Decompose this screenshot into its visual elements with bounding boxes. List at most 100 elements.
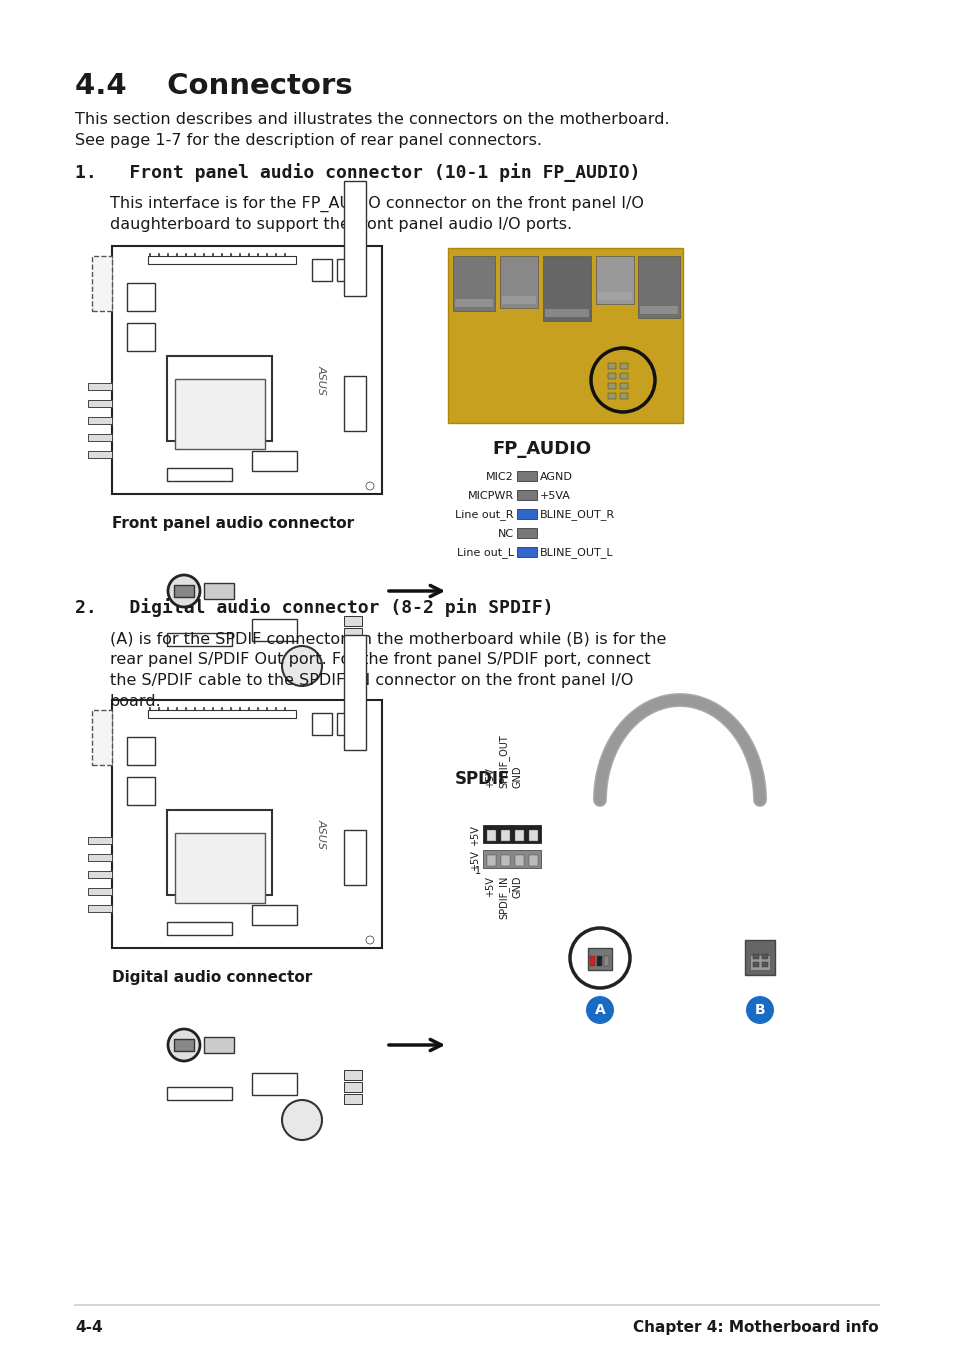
Text: +5VA: +5VA [539, 490, 570, 501]
Bar [312, 259, 332, 281]
Circle shape [282, 646, 322, 686]
Bar [344, 635, 366, 750]
Circle shape [282, 1100, 322, 1140]
Circle shape [366, 482, 374, 490]
Bar [344, 830, 366, 885]
Bar [597, 957, 601, 966]
Bar [761, 962, 767, 967]
Text: 1.   Front panel audio connector (10-1 pin FP_AUDIO): 1. Front panel audio connector (10-1 pin… [75, 163, 639, 182]
Text: 2.   Digital audio connector (8-2 pin SPDIF): 2. Digital audio connector (8-2 pin SPDI… [75, 598, 553, 617]
Bar [486, 830, 496, 842]
Text: GND: GND [513, 875, 522, 898]
Bar [744, 940, 774, 975]
Text: SPDIF_OUT: SPDIF_OUT [498, 734, 509, 788]
Bar [500, 855, 510, 866]
Circle shape [585, 996, 614, 1024]
Bar [167, 467, 232, 481]
Bar [752, 962, 759, 967]
Bar [607, 393, 616, 399]
Bar [88, 417, 112, 424]
Bar [127, 738, 154, 765]
Text: daughterboard to support the front panel audio I/O ports.: daughterboard to support the front panel… [110, 218, 572, 232]
Bar [91, 255, 112, 311]
Text: Front panel audio connector: Front panel audio connector [112, 516, 354, 531]
Bar [517, 471, 537, 481]
Bar [88, 434, 112, 440]
Bar [127, 323, 154, 351]
Bar [619, 393, 627, 399]
Bar [344, 1082, 361, 1092]
Bar [761, 954, 767, 959]
Bar [167, 634, 232, 646]
Text: Digital audio connector: Digital audio connector [112, 970, 312, 985]
Bar [529, 855, 537, 866]
Bar [88, 854, 112, 861]
Bar [173, 585, 193, 597]
Bar [515, 830, 523, 842]
Bar [167, 1088, 232, 1100]
Bar [344, 640, 361, 650]
Bar [638, 255, 679, 317]
Bar [112, 700, 381, 948]
Bar [607, 373, 616, 380]
Text: MIC2: MIC2 [486, 471, 514, 482]
Bar [453, 255, 495, 311]
Text: NC: NC [497, 530, 514, 539]
Bar [344, 1070, 361, 1079]
Bar [167, 921, 232, 935]
Bar [482, 825, 540, 843]
Circle shape [366, 936, 374, 944]
Bar [252, 451, 296, 471]
Text: AGND: AGND [539, 471, 572, 482]
Bar [204, 584, 233, 598]
Bar [312, 713, 332, 735]
Bar [619, 382, 627, 389]
Text: This interface is for the FP_AUDIO connector on the front panel I/O: This interface is for the FP_AUDIO conne… [110, 196, 643, 212]
Bar [448, 249, 682, 423]
Bar [448, 249, 682, 423]
Bar [344, 616, 361, 626]
Bar [752, 954, 759, 959]
Circle shape [168, 1029, 200, 1061]
Bar [639, 305, 678, 313]
Text: 1: 1 [475, 866, 480, 875]
Text: +5V: +5V [484, 875, 495, 897]
Text: SPDIF_IN: SPDIF_IN [498, 875, 509, 920]
Bar [174, 380, 265, 449]
Text: GND: GND [513, 766, 522, 788]
Bar [517, 490, 537, 500]
Text: +5V: +5V [470, 851, 479, 871]
Bar [88, 451, 112, 458]
Bar [499, 255, 537, 308]
Bar [515, 855, 523, 866]
Bar [88, 905, 112, 912]
Bar [344, 181, 366, 296]
Text: A: A [594, 1002, 605, 1017]
Bar [749, 955, 769, 970]
Text: BLINE_OUT_R: BLINE_OUT_R [539, 509, 615, 520]
Bar [544, 309, 588, 317]
Bar [167, 357, 272, 440]
Bar [88, 400, 112, 407]
Bar [127, 777, 154, 805]
Bar [486, 855, 496, 866]
Text: BLINE_OUT_L: BLINE_OUT_L [539, 547, 613, 558]
Bar [204, 1038, 233, 1052]
Text: Line out_R: Line out_R [455, 509, 514, 520]
Text: ASUS: ASUS [316, 819, 327, 848]
Text: See page 1-7 for the description of rear panel connectors.: See page 1-7 for the description of rear… [75, 132, 541, 149]
Bar [517, 547, 537, 557]
Text: +5V: +5V [484, 767, 495, 788]
Bar [344, 628, 361, 638]
Bar [344, 1094, 361, 1104]
Bar [174, 834, 265, 902]
Bar [500, 830, 510, 842]
Bar [148, 255, 295, 263]
Bar [148, 711, 295, 717]
Circle shape [168, 576, 200, 607]
Bar [88, 871, 112, 878]
Bar [587, 948, 612, 970]
Text: ASUS: ASUS [316, 365, 327, 394]
Bar [598, 292, 631, 300]
Bar [112, 246, 381, 494]
